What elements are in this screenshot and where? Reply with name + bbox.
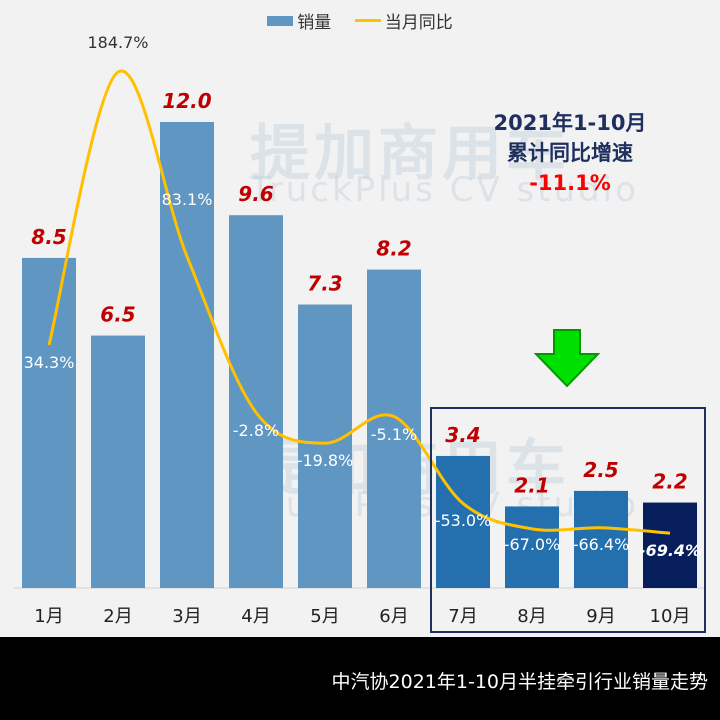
bar-value-label: 8.5 bbox=[31, 225, 66, 249]
x-tick-label: 6月 bbox=[379, 606, 408, 627]
x-tick-label: 3月 bbox=[172, 606, 201, 627]
footer: 中汽协2021年1-10月半挂牵引行业销量走势 bbox=[0, 637, 720, 720]
yoy-line bbox=[47, 69, 671, 535]
bar-2 bbox=[91, 335, 145, 588]
x-tick-label: 10月 bbox=[650, 606, 691, 627]
highlight-box bbox=[430, 407, 706, 633]
legend-line-swatch bbox=[354, 19, 381, 22]
watermark-top: 提加商用车 bbox=[250, 119, 570, 189]
yoy-label: -5.1% bbox=[371, 425, 417, 444]
bar-5 bbox=[298, 304, 352, 588]
bar-value-label: 7.3 bbox=[307, 272, 342, 296]
bar-8 bbox=[505, 506, 559, 588]
bar-value-label: 6.5 bbox=[100, 303, 135, 327]
bar-value-label: 2.1 bbox=[514, 473, 549, 497]
bar-7 bbox=[436, 455, 490, 588]
bar-value-label: 3.4 bbox=[445, 423, 480, 447]
bar-4 bbox=[229, 215, 283, 588]
legend-bar-swatch bbox=[267, 15, 294, 26]
yoy-label: -2.8% bbox=[233, 421, 279, 440]
yoy-label: 34.3% bbox=[24, 353, 75, 372]
footer-title: 中汽协2021年1-10月半挂牵引行业销量走势 bbox=[331, 671, 708, 693]
yoy-label: -67.0% bbox=[504, 535, 561, 554]
bar-value-label: 9.6 bbox=[238, 182, 274, 206]
bar-10 bbox=[643, 502, 697, 588]
bar-value-label: 8.2 bbox=[376, 237, 411, 261]
x-tick-label: 2月 bbox=[103, 606, 132, 627]
legend-bar-label: 销量 bbox=[297, 13, 332, 33]
x-tick-label: 9月 bbox=[586, 606, 615, 627]
bar-value-label: 12.0 bbox=[162, 89, 211, 113]
note-line2: 累计同比增速 bbox=[507, 141, 633, 165]
yoy-label: -53.0% bbox=[435, 511, 492, 530]
yoy-label: 83.1% bbox=[162, 190, 213, 209]
cumulative-note: 2021年1-10月 累计同比增速 -11.1% bbox=[480, 108, 660, 198]
bar-value-label: 2.2 bbox=[652, 470, 687, 494]
x-tick-label: 1月 bbox=[34, 606, 63, 627]
x-tick-label: 5月 bbox=[310, 606, 339, 627]
bar-value-label: 2.5 bbox=[583, 458, 618, 482]
legend-line-label: 当月同比 bbox=[384, 13, 453, 33]
note-line1: 2021年1-10月 bbox=[493, 111, 647, 135]
x-tick-label: 4月 bbox=[241, 606, 270, 627]
x-tick-label: 8月 bbox=[517, 606, 546, 627]
watermark-top-en: TruckPlus CV studio bbox=[250, 170, 639, 210]
chart: 8.5 1月 6.5 2月 12.0 3月 9.6 4月 7.3 5月 8.2 6月 3.4 7月 2.1 8… bbox=[14, 33, 706, 627]
bar-6 bbox=[367, 269, 421, 588]
yoy-label: 184.7% bbox=[87, 33, 148, 52]
yoy-label: -66.4% bbox=[573, 535, 630, 554]
bar-9 bbox=[574, 490, 628, 588]
yoy-label: -19.8% bbox=[297, 451, 354, 470]
legend: 销量 当月同比 bbox=[0, 8, 720, 33]
note-value: -11.1% bbox=[529, 171, 611, 195]
bar-1 bbox=[22, 257, 76, 588]
yoy-label: -69.4% bbox=[639, 541, 701, 560]
down-arrow-icon bbox=[534, 329, 600, 388]
x-tick-label: 7月 bbox=[448, 606, 477, 627]
